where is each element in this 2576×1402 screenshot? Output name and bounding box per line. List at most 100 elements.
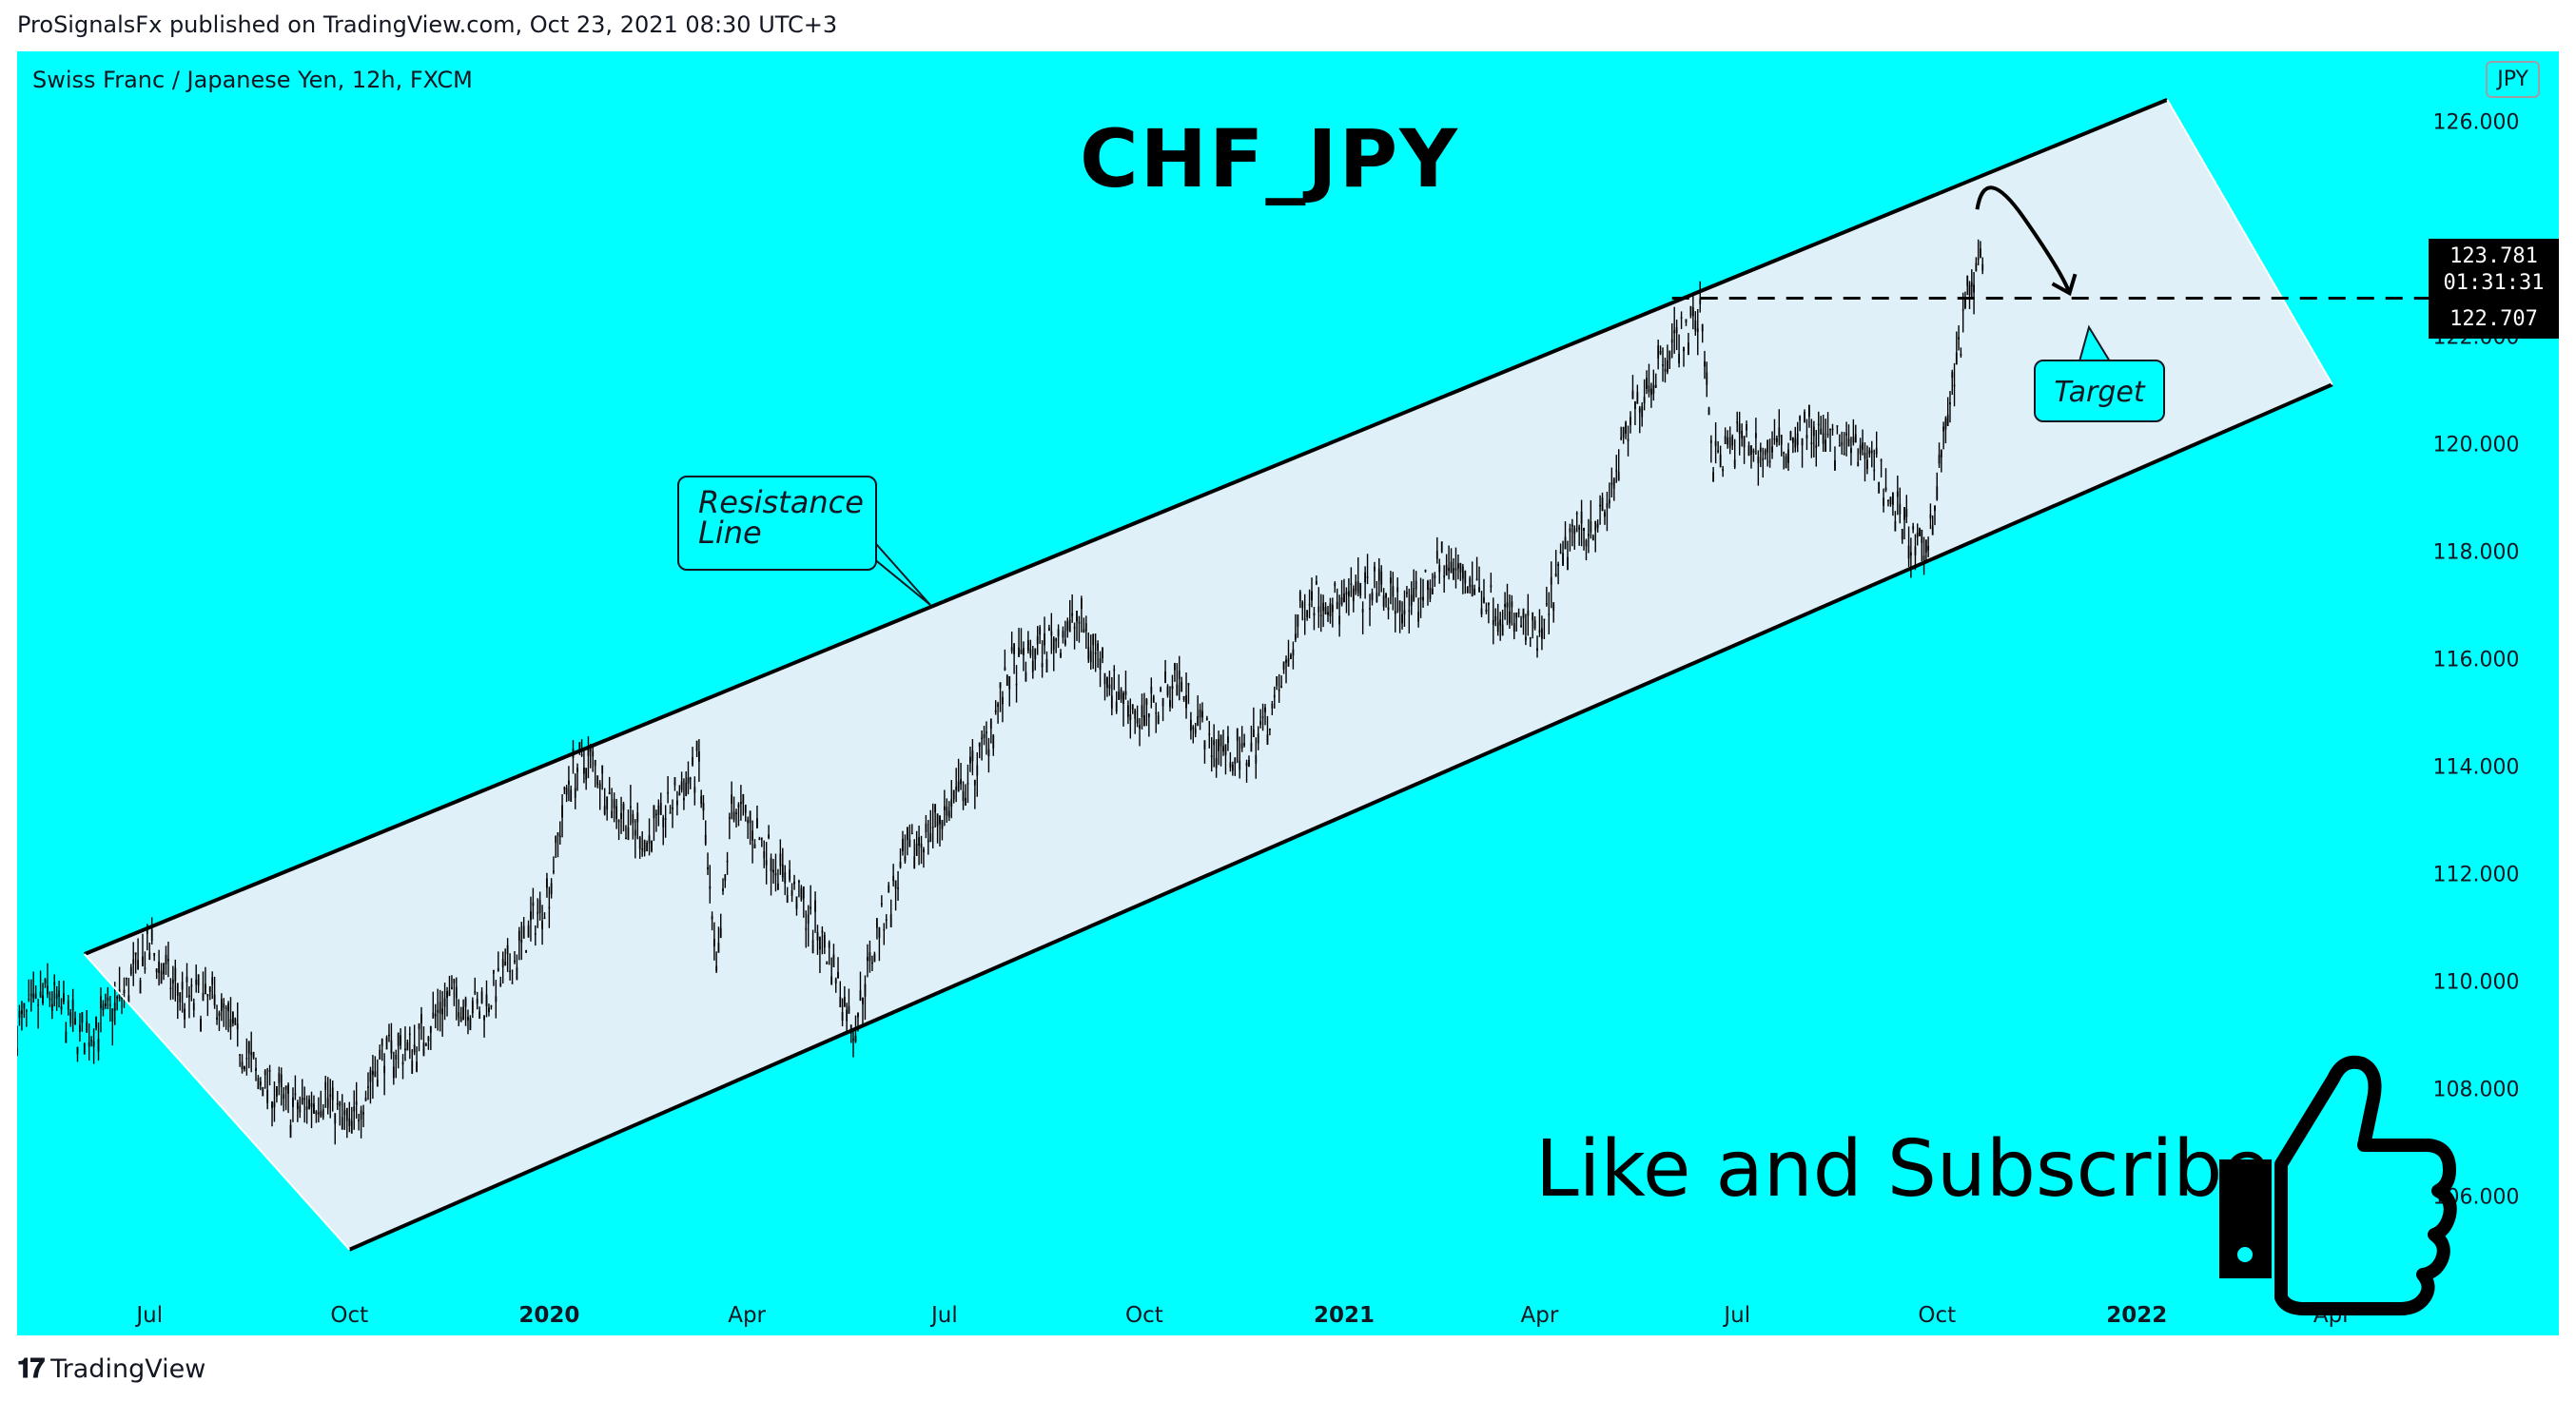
candle-body: [1448, 567, 1450, 572]
candle-body: [724, 874, 727, 882]
candle-body: [1308, 603, 1311, 606]
candle-body: [946, 807, 948, 816]
candle-body: [236, 1023, 239, 1030]
candle-body: [1039, 627, 1042, 635]
candle-body: [1227, 736, 1229, 744]
candle-body: [648, 835, 651, 844]
candle-body: [1257, 733, 1259, 744]
candle-body: [1907, 545, 1910, 559]
projection-arrow[interactable]: [1975, 185, 2072, 294]
candle-body: [700, 795, 703, 804]
candle-body: [617, 820, 620, 823]
candle-body: [1712, 472, 1715, 482]
currency-badge[interactable]: JPY: [2486, 61, 2540, 98]
candle-body: [1896, 491, 1899, 497]
candle-body: [525, 950, 528, 953]
candle-body: [83, 1042, 86, 1055]
candle-body: [1864, 453, 1866, 459]
candle-body: [218, 1012, 221, 1017]
y-tick-label: 126.000: [2433, 110, 2520, 134]
candle-body: [1766, 439, 1769, 453]
candle-body: [1791, 437, 1794, 443]
price-chart[interactable]: 106.000108.000110.000112.000114.000116.0…: [17, 51, 2559, 1335]
candle-body: [116, 997, 119, 999]
candle-body: [1678, 353, 1681, 363]
candle-body: [857, 1012, 859, 1018]
tradingview-brand: TradingView: [50, 1353, 206, 1384]
candle-body: [719, 927, 722, 939]
candle-body: [1845, 433, 1847, 436]
candle-body: [627, 827, 630, 841]
candle-body: [1787, 449, 1789, 463]
resistance-callout[interactable]: Resistance Line: [677, 476, 877, 571]
candle-body: [1617, 472, 1620, 481]
candle-body: [1124, 691, 1127, 695]
candle-body: [1942, 426, 1945, 432]
candle-body: [1215, 758, 1218, 769]
tradingview-footer[interactable]: 𝟏𝟕 TradingView: [17, 1353, 205, 1385]
candle-body: [146, 926, 148, 935]
candle-body: [1396, 587, 1399, 593]
candle-body: [913, 856, 916, 869]
candle-body: [1459, 562, 1462, 573]
candle-body: [1975, 263, 1978, 272]
channel-upper-line[interactable]: [84, 97, 2169, 956]
candle-body: [1608, 499, 1610, 504]
candle-body: [871, 962, 873, 964]
candle-body: [284, 1085, 287, 1090]
chart-area[interactable]: 106.000 108.000 110.000 112.000 114.000 116.0…: [17, 51, 2559, 1335]
candle-body: [1968, 285, 1971, 296]
candle-body: [1688, 342, 1689, 356]
candle-body: [1068, 619, 1071, 633]
candle-body: [1883, 497, 1884, 506]
x-axis[interactable]: Jul Oct 2020 Apr Jul Oct 2021 Apr Jul Oct 2022 Apr: [134, 1303, 2352, 1328]
candle-body: [1706, 372, 1708, 385]
x-tick-label: 2022: [2106, 1303, 2167, 1328]
candle-body: [1666, 360, 1669, 373]
candle-body: [722, 888, 724, 891]
candle-body: [1520, 625, 1522, 627]
candle-body: [983, 733, 986, 738]
candle-body: [427, 1037, 430, 1042]
candle-body: [1450, 561, 1453, 574]
candle-body: [169, 987, 172, 990]
candle-body: [726, 860, 729, 863]
candle-body: [1066, 621, 1069, 632]
candle-body: [1683, 346, 1685, 352]
candle-body: [1714, 440, 1717, 446]
candle-body: [1181, 682, 1183, 692]
candle-body: [986, 731, 987, 733]
resistance-label-line2: Line: [698, 515, 762, 551]
candle-body: [1543, 618, 1546, 621]
candle-body: [1243, 743, 1246, 746]
candle-body: [889, 914, 892, 928]
symbol-description: Swiss Franc / Japanese Yen, 12h, FXCM: [32, 67, 473, 93]
candle-body: [1596, 523, 1599, 529]
candle-body: [1347, 591, 1350, 596]
candle-body: [1057, 629, 1060, 637]
candle-body: [976, 765, 979, 776]
candle-body: [1946, 415, 1949, 426]
candle-body: [1303, 617, 1306, 620]
candle-body: [1733, 459, 1736, 468]
candle-body: [364, 1098, 367, 1101]
channel-lower-line[interactable]: [348, 382, 2333, 1252]
candle-body: [1129, 713, 1132, 721]
target-callout[interactable]: Target: [2034, 360, 2165, 422]
candle-body: [1317, 606, 1320, 613]
candle-body: [574, 788, 576, 799]
candle-body: [1799, 416, 1802, 421]
candle-body: [44, 979, 47, 983]
candle-body: [848, 1005, 850, 1014]
candle-body: [142, 956, 144, 967]
candle-body: [1731, 436, 1734, 446]
candle-body: [374, 1071, 377, 1078]
candle-body: [864, 983, 867, 997]
candle-body: [383, 1065, 386, 1074]
candle-body: [1083, 629, 1085, 633]
candle-body: [697, 750, 700, 762]
candle-body: [641, 848, 644, 850]
candle-body: [1664, 369, 1667, 372]
candle-body: [553, 870, 555, 873]
candle-body: [1825, 439, 1827, 453]
